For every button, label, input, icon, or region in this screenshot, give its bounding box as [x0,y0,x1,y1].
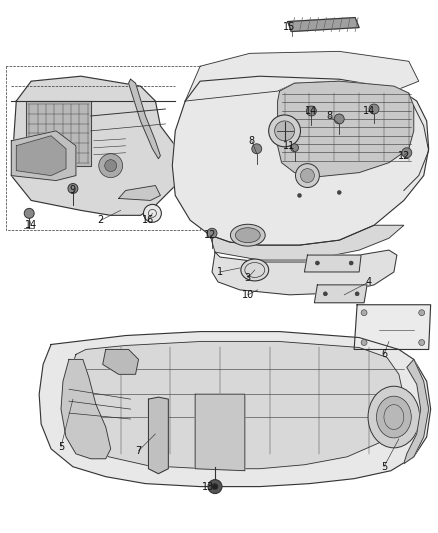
Text: 14: 14 [305,106,318,116]
Text: 10: 10 [242,290,254,300]
Circle shape [307,106,316,116]
Text: 16: 16 [142,215,155,225]
Ellipse shape [377,396,411,438]
Circle shape [268,115,300,147]
Circle shape [207,228,217,238]
Text: 4: 4 [366,277,372,287]
Polygon shape [210,225,404,260]
Circle shape [275,121,294,141]
Circle shape [355,292,359,296]
Circle shape [369,104,379,114]
Text: 8: 8 [249,136,255,146]
Text: 12: 12 [398,151,410,161]
Text: 5: 5 [58,442,64,452]
Circle shape [334,114,344,124]
Circle shape [361,310,367,316]
Polygon shape [304,255,361,272]
Text: 1: 1 [217,267,223,277]
Circle shape [337,190,341,195]
Ellipse shape [368,386,420,448]
Text: 2: 2 [98,215,104,225]
Ellipse shape [235,228,260,243]
Circle shape [323,292,327,296]
Polygon shape [354,305,431,350]
Text: 11: 11 [283,141,296,151]
Circle shape [419,310,425,316]
Polygon shape [288,18,359,31]
Text: 13: 13 [202,482,214,491]
Polygon shape [172,76,429,245]
Circle shape [361,340,367,345]
Text: 9: 9 [70,185,76,196]
Polygon shape [314,285,367,303]
Text: 3: 3 [245,273,251,283]
Text: 6: 6 [381,350,387,359]
Polygon shape [195,394,245,471]
Ellipse shape [230,224,265,246]
Polygon shape [404,359,429,464]
Text: 7: 7 [135,446,141,456]
Circle shape [300,168,314,182]
Circle shape [252,144,262,154]
Circle shape [212,483,218,490]
Polygon shape [61,359,111,459]
Polygon shape [278,81,414,176]
Text: 15: 15 [283,21,296,31]
Text: 14: 14 [363,106,375,116]
Circle shape [24,208,34,219]
Circle shape [419,340,425,345]
Polygon shape [11,131,76,181]
Polygon shape [11,76,175,215]
Text: 14: 14 [25,220,37,230]
Ellipse shape [241,259,268,281]
Polygon shape [16,136,66,175]
Polygon shape [119,185,160,200]
Text: 5: 5 [381,462,387,472]
Circle shape [105,160,117,172]
Polygon shape [66,342,404,469]
Circle shape [297,193,301,197]
Circle shape [296,164,319,188]
Circle shape [144,204,161,222]
Circle shape [208,480,222,494]
Text: 8: 8 [326,111,332,121]
Polygon shape [148,397,168,474]
Circle shape [402,148,412,158]
Text: 12: 12 [204,230,216,240]
Polygon shape [212,250,397,295]
Circle shape [99,154,123,177]
Circle shape [68,183,78,193]
Polygon shape [26,101,91,166]
Circle shape [315,261,319,265]
Polygon shape [39,332,431,487]
Polygon shape [103,350,138,374]
Polygon shape [185,51,419,101]
Polygon shape [129,79,160,159]
Circle shape [349,261,353,265]
Circle shape [290,144,298,152]
